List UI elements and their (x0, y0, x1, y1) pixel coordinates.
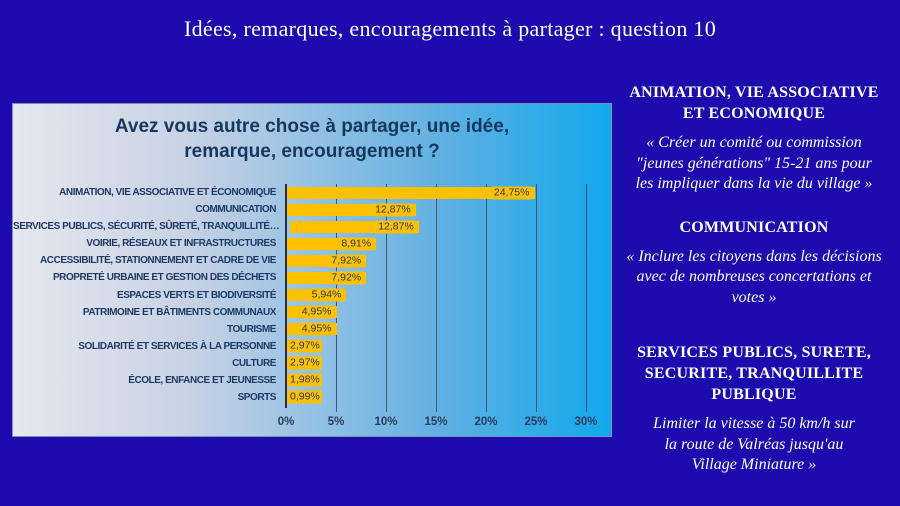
category-label: ACCESSIBILITÉ, STATIONNEMENT ET CADRE DE… (40, 255, 276, 267)
bar-track: 8,91% (285, 235, 611, 252)
bar-track: 7,92% (285, 252, 611, 269)
chart-title: Avez vous autre chose à partager, une id… (114, 116, 510, 162)
x-axis-tick-label: 15% (424, 416, 448, 428)
commentary-quote: Limiter la vitesse à 50 km/h sur la rout… (653, 415, 855, 473)
value-label: 1,98% (288, 373, 322, 387)
value-label: 2,97% (288, 339, 322, 353)
bar-row: SERVICES PUBLICS, SÉCURITÉ, SÛRETÉ, TRAN… (13, 218, 611, 235)
bar-rows: ANIMATION, VIE ASSOCIATIVE ET ÉCONOMIQUE… (13, 184, 611, 406)
value-label: 8,91% (339, 237, 374, 251)
commentary-heading: ANIMATION, VIE ASSOCIATIVE ET ECONOMIQUE (629, 84, 879, 122)
category-label: PROPRETÉ URBAINE ET GESTION DES DÉCHETS (52, 272, 276, 284)
bar-row: VOIRIE, RÉSEAUX ET INFRASTRUCTURES 8,91% (13, 235, 611, 252)
value-label: 24,75% (491, 186, 532, 200)
category-label: COMMUNICATION (195, 204, 276, 216)
bar-row: CULTURE 2,97% (13, 355, 611, 372)
commentary-quote: « Inclure les citoyens dans les décision… (626, 247, 882, 306)
x-axis-tick-label: 5% (327, 416, 345, 428)
bar-row: ESPACES VERTS ET BIODIVERSITÉ 5,94% (13, 286, 611, 303)
bar-track: 4,95% (285, 304, 611, 321)
category-label: ESPACES VERTS ET BIODIVERSITÉ (116, 289, 276, 301)
x-axis-tick-label: 25% (524, 416, 548, 428)
category-label: SOLIDARITÉ ET SERVICES À LA PERSONNE (78, 340, 276, 352)
commentary-block: COMMUNICATION « Inclure les citoyens dan… (614, 217, 894, 309)
bar-row: ÉCOLE, ENFANCE ET JEUNESSE 1,98% (13, 372, 611, 389)
bar-row: SOLIDARITÉ ET SERVICES À LA PERSONNE 2,97… (13, 338, 611, 355)
value-label: 7,92% (329, 254, 364, 268)
bar-track: 24,75% (285, 184, 611, 201)
bar-track: 4,95% (285, 321, 611, 338)
commentary-block: ANIMATION, VIE ASSOCIATIVE ET ECONOMIQUE… (614, 82, 894, 195)
slide-title: Idées, remarques, encouragements à parta… (183, 16, 717, 41)
bar-row: PATRIMOINE ET BÂTIMENTS COMMUNAUX 4,95% (13, 304, 611, 321)
commentary-panel: ANIMATION, VIE ASSOCIATIVE ET ECONOMIQUE… (614, 82, 894, 476)
category-label: TOURISME (227, 323, 276, 335)
category-label: SERVICES PUBLICS, SÉCURITÉ, SÛRETÉ, TRAN… (13, 221, 280, 233)
bar-track: 7,92% (285, 269, 611, 286)
commentary-heading: SERVICES PUBLICS, SURETE, SECURITE, TRAN… (637, 344, 871, 403)
bar-row: ANIMATION, VIE ASSOCIATIVE ET ÉCONOMIQUE… (13, 184, 611, 201)
value-label: 7,92% (329, 271, 364, 285)
bar-track: 5,94% (285, 286, 611, 303)
value-label: 2,97% (288, 356, 322, 370)
bar-track: 12,87% (288, 218, 611, 235)
bar (287, 186, 535, 199)
x-axis-tick-label: 0% (277, 416, 295, 428)
category-label: PATRIMOINE ET BÂTIMENTS COMMUNAUX (82, 306, 277, 318)
x-axis-tick-label: 10% (374, 416, 398, 428)
x-axis: 0% 5% 10% 15% 20% 25% 30% (278, 416, 611, 432)
category-label: SPORTS (237, 391, 277, 403)
commentary-block: SERVICES PUBLICS, SURETE, SECURITE, TRAN… (614, 342, 894, 476)
value-label: 12,87% (376, 220, 416, 234)
bar-track: 2,97% (285, 338, 611, 355)
value-label: 5,94% (309, 288, 344, 302)
x-axis-tick-label: 30% (574, 416, 598, 428)
category-label: ANIMATION, VIE ASSOCIATIVE ET ÉCONOMIQUE (59, 187, 276, 199)
category-label: ÉCOLE, ENFANCE ET JEUNESSE (128, 374, 276, 386)
bar-row: TOURISME 4,95% (13, 321, 611, 338)
bar-track: 2,97% (285, 355, 611, 372)
category-label: VOIRIE, RÉSEAUX ET INFRASTRUCTURES (86, 238, 276, 250)
value-label: 12,87% (373, 203, 413, 217)
chart-panel: Avez vous autre chose à partager, une id… (12, 103, 612, 437)
bar-track: 1,98% (285, 372, 611, 389)
bar-row: COMMUNICATION 12,87% (13, 201, 611, 218)
value-label: 4,95% (299, 322, 334, 336)
commentary-heading: COMMUNICATION (679, 218, 829, 236)
value-label: 0,99% (288, 390, 322, 404)
bar-row: ACCESSIBILITÉ, STATIONNEMENT ET CADRE DE… (13, 252, 611, 269)
commentary-quote: « Créer un comité ou commission "jeunes … (635, 134, 873, 192)
bar-track: 0,99% (285, 389, 611, 406)
category-label: CULTURE (232, 357, 276, 369)
value-label: 4,95% (299, 305, 334, 319)
bar-row: PROPRETÉ URBAINE ET GESTION DES DÉCHETS 7… (13, 269, 611, 286)
bar-row: SPORTS 0,99% (13, 389, 611, 406)
x-axis-tick-label: 20% (474, 416, 498, 428)
bar-track: 12,87% (285, 201, 611, 218)
